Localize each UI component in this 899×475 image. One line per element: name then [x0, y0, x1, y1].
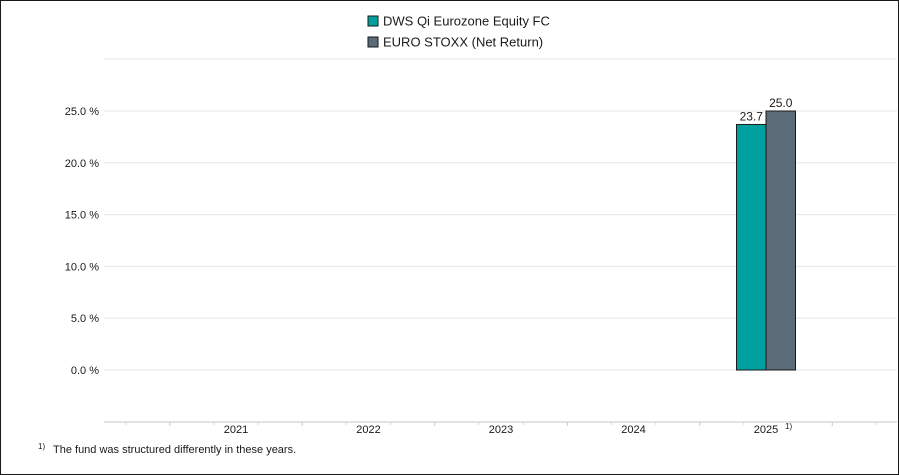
bars — [736, 110, 796, 371]
y-tick-label: 5.0 % — [71, 313, 99, 325]
data-labels: 23.7 25.0 — [740, 96, 793, 123]
legend-label: EURO STOXX (Net Return) — [383, 35, 543, 50]
legend-swatch — [367, 36, 379, 48]
x-tick-label: 2021 — [224, 424, 248, 436]
x-tick-label: 2025 — [754, 424, 778, 436]
x-tick-label: 2023 — [489, 424, 513, 436]
x-tick-label: 2022 — [356, 424, 380, 436]
legend-swatch — [367, 15, 379, 27]
legend: DWS Qi Eurozone Equity FC EURO STOXX (Net… — [367, 14, 550, 50]
y-tick-label: 0.0 % — [71, 365, 99, 377]
footnote-marker: 1) — [38, 442, 45, 451]
footnote: 1) The fund was structured differently i… — [38, 442, 296, 456]
x-axis: 2021 2022 2023 2024 2025 1) — [104, 421, 897, 436]
y-tick-label: 25.0 % — [65, 106, 99, 118]
x-tick-note: 1) — [785, 422, 792, 431]
y-tick-label: 15.0 % — [65, 210, 99, 222]
legend-label: DWS Qi Eurozone Equity FC — [383, 14, 550, 29]
x-tick-label: 2024 — [621, 424, 645, 436]
y-tick-label: 20.0 % — [65, 158, 99, 170]
footnote-text: The fund was structured differently in t… — [53, 444, 296, 456]
bar-value-label: 25.0 — [769, 96, 793, 110]
y-tick-label: 10.0 % — [65, 261, 99, 273]
bar — [765, 110, 796, 371]
bar-value-label: 23.7 — [740, 109, 764, 123]
y-axis-ticks: 0.0 % 5.0 % 10.0 % 15.0 % 20.0 % 25.0 % — [65, 106, 99, 377]
bar — [736, 123, 767, 371]
gridlines — [104, 58, 897, 371]
